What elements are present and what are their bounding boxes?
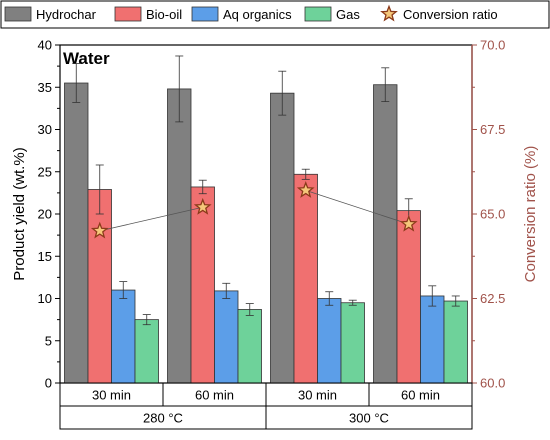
legend-box [0, 0, 550, 29]
legend: Hydrochar Bio-oil Aq organics Gas Conversion… [0, 0, 550, 29]
bar [373, 84, 398, 384]
bar [270, 92, 295, 384]
x-category-table: 30 min 60 min 30 min 60 min 280 °C 300 °C [59, 382, 473, 430]
conversion-marker [399, 214, 418, 232]
bar [87, 189, 112, 384]
legend-swatch [114, 6, 142, 22]
bar [64, 82, 89, 384]
axes: 0 5 10 15 20 25 30 35 40 60.0 62.5 65.0 67.5 70.0 [38, 38, 506, 391]
legend-label: Aq organics [223, 7, 292, 22]
bar [237, 309, 262, 384]
conversion-marker [296, 181, 315, 198]
legend-swatch [304, 6, 332, 22]
y2-tick-label: 70.0 [480, 38, 505, 53]
bar [111, 289, 136, 384]
y-tick-label: 20 [38, 207, 52, 222]
category-label: 30 min [92, 388, 131, 403]
y-tick-label: 40 [38, 38, 52, 53]
bar [167, 88, 192, 384]
y-axis-label: Product yield (wt.%) [11, 147, 28, 280]
category-label: 30 min [298, 388, 337, 403]
legend-star-icon [380, 4, 398, 22]
chart-title: Water [63, 49, 110, 68]
conversion-line [99, 206, 203, 232]
y2-tick-label: 65.0 [480, 207, 505, 222]
legend-label: Gas [336, 7, 360, 22]
plot-marks [64, 55, 468, 384]
y2-axis-label: Conversion ratio (%) [522, 146, 539, 283]
bar [190, 186, 215, 384]
y-tick-label: 10 [38, 291, 52, 306]
bar [214, 290, 239, 384]
bar [443, 300, 468, 384]
bar [420, 295, 445, 384]
legend-swatch [4, 6, 32, 22]
legend-label: Hydrochar [36, 7, 97, 22]
group-label: 300 °C [349, 411, 389, 426]
y-tick-label: 15 [38, 249, 52, 264]
y2-tick-label: 60.0 [480, 376, 505, 391]
y-tick-label: 25 [38, 164, 52, 179]
y2-tick-label: 67.5 [480, 122, 505, 137]
y-tick-label: 30 [38, 122, 52, 137]
y-tick-label: 0 [45, 376, 52, 391]
conversion-marker [193, 197, 212, 215]
legend-swatch [191, 6, 219, 22]
bar [317, 298, 342, 384]
conversion-line [305, 189, 409, 225]
y-tick-label: 35 [38, 80, 52, 95]
bar [396, 210, 421, 384]
conversion-marker [90, 221, 109, 239]
y2-tick-label: 62.5 [480, 291, 505, 306]
bar [340, 302, 365, 384]
category-label: 60 min [401, 388, 440, 403]
y-tick-label: 5 [45, 333, 52, 348]
legend-label: Conversion ratio [403, 7, 498, 22]
category-label: 60 min [195, 388, 234, 403]
bar [293, 173, 318, 384]
bar [134, 319, 159, 384]
legend-label: Bio-oil [146, 7, 182, 22]
group-label: 280 °C [143, 411, 183, 426]
